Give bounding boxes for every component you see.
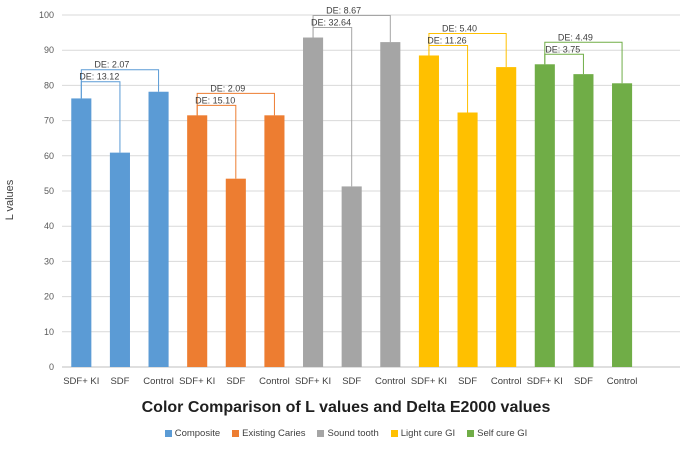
bar-self-cure-gi-3 — [612, 83, 633, 368]
y-tick-label: 10 — [44, 327, 54, 337]
x-category-label: SDF+ KI — [527, 376, 563, 387]
y-tick-label: 60 — [44, 151, 54, 161]
delta-e-bracket — [428, 32, 507, 68]
y-tick-label: 50 — [44, 186, 54, 196]
x-category-label: Control — [491, 376, 522, 387]
legend-swatch — [317, 430, 325, 437]
delta-e-label: DE: 8.67 — [326, 6, 361, 16]
bar-sound-tooth-3 — [380, 42, 401, 367]
delta-e-bracket — [312, 15, 391, 43]
legend-item: Existing Caries — [232, 428, 305, 439]
y-tick-label: 30 — [44, 256, 54, 266]
x-category-label: SDF+ KI — [179, 376, 215, 387]
legend-label: Existing Caries — [242, 428, 306, 439]
legend-swatch — [232, 430, 240, 437]
delta-e-label: DE: 5.40 — [442, 23, 477, 33]
chart-title: Color Comparison of L values and Delta E… — [141, 399, 551, 416]
y-axis-ticks: 0 10 20 30 40 50 60 70 80 90 100 — [39, 10, 54, 372]
bar-light-cure-gi-2 — [457, 112, 478, 367]
x-category-label: SDF+ KI — [295, 376, 331, 387]
y-tick-label: 80 — [44, 80, 54, 90]
y-tick-label: 90 — [44, 45, 54, 55]
delta-e-label: DE: 11.26 — [427, 35, 466, 45]
delta-e-annotations: DE: 2.07 DE: 13.12 DE: 2.09 DE: 15.10 DE: 8.… — [79, 6, 623, 187]
legend-swatch — [164, 430, 172, 437]
bar-self-cure-gi-2 — [573, 74, 594, 368]
y-tick-label: 20 — [44, 292, 54, 302]
x-category-label: Control — [259, 376, 290, 387]
legend-item: Self cure GI — [467, 428, 527, 439]
delta-e-label: DE: 4.49 — [558, 32, 593, 42]
bar-existing-caries-1 — [187, 115, 208, 367]
bar-self-cure-gi-1 — [534, 64, 555, 367]
bar-existing-caries-3 — [264, 115, 285, 367]
bar-existing-caries-2 — [225, 178, 246, 367]
y-tick-label: 0 — [49, 362, 54, 372]
delta-e-bracket — [428, 44, 469, 113]
x-category-label: SDF — [226, 376, 245, 387]
bar-composite-2 — [109, 152, 130, 367]
legend-item: Sound tooth — [317, 428, 379, 439]
delta-e-bracket — [196, 92, 275, 116]
x-category-label: SDF+ KI — [63, 376, 99, 387]
legend-label: Self cure GI — [477, 428, 528, 439]
bar-light-cure-gi-3 — [496, 67, 517, 367]
delta-e-bracket — [80, 81, 121, 153]
delta-e-label: DE: 15.10 — [195, 95, 235, 105]
legend-label: Composite — [174, 428, 221, 439]
y-tick-label: 40 — [44, 221, 54, 231]
delta-e-bracket — [544, 53, 584, 75]
delta-e-label: DE: 3.75 — [545, 44, 580, 54]
x-axis-category-labels: SDF+ KI SDF Control SDF+ KI SDF Control SDF+ K… — [63, 376, 637, 387]
legend-swatch — [467, 430, 475, 437]
bar-composite-1 — [71, 98, 92, 367]
legend-item: Composite — [164, 428, 221, 439]
delta-e-label: DE: 2.09 — [210, 83, 245, 93]
x-category-label: SDF — [342, 376, 361, 387]
bar-composite-3 — [148, 91, 169, 368]
bars — [71, 37, 633, 368]
x-category-label: SDF — [110, 376, 129, 387]
delta-e-label: DE: 32.64 — [311, 18, 351, 28]
y-axis-label: L values — [4, 179, 16, 220]
delta-e-label: DE: 2.07 — [94, 60, 129, 70]
y-tick-label: 70 — [44, 116, 54, 126]
delta-e-bracket — [196, 104, 237, 179]
legend: Composite Existing Caries Sound tooth Light… — [0, 428, 692, 439]
legend-label: Sound tooth — [327, 428, 379, 439]
x-category-label: Control — [375, 376, 406, 387]
delta-e-label: DE: 13.12 — [79, 72, 119, 82]
x-category-label: Control — [143, 376, 174, 387]
bar-sound-tooth-2 — [341, 186, 362, 367]
bar-light-cure-gi-1 — [418, 55, 439, 367]
y-tick-label: 100 — [39, 10, 54, 20]
bar-sound-tooth-1 — [303, 37, 324, 367]
legend-label: Light cure GI — [400, 428, 456, 439]
x-category-label: SDF — [574, 376, 593, 387]
x-category-label: SDF+ KI — [411, 376, 447, 387]
x-category-label: Control — [607, 376, 638, 387]
legend-swatch — [390, 430, 398, 437]
delta-e-bracket — [312, 27, 353, 187]
x-category-label: SDF — [458, 376, 477, 387]
delta-e-bracket — [544, 41, 623, 84]
legend-item: Light cure GI — [390, 428, 456, 439]
